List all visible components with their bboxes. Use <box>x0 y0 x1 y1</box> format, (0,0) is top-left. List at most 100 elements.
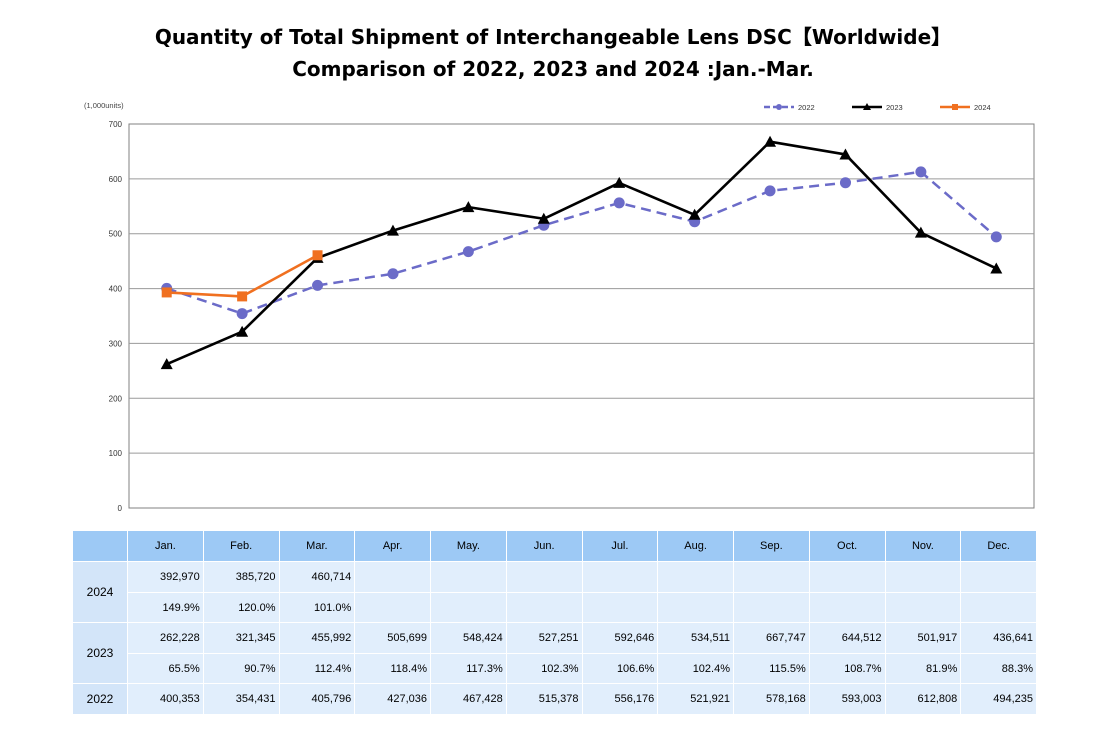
series-line-2022 <box>166 170 998 315</box>
data-point-2022 <box>764 185 776 197</box>
table-cell: 81.9% <box>884 653 962 684</box>
series-line-2023 <box>166 140 997 366</box>
table-cell: 521,921 <box>657 683 734 715</box>
table-row-2022-values: 2022 400,353 354,431 405,796 427,036 467… <box>72 683 1037 715</box>
data-point-2022 <box>462 246 474 258</box>
data-point-2023 <box>688 208 701 220</box>
data-point-2022 <box>915 166 927 178</box>
table-cell: 106.6% <box>581 653 659 684</box>
year-label: 2023 <box>72 622 128 684</box>
table-cell <box>581 592 659 623</box>
table-row-2024-values: 2024 392,970 385,720 460,714 <box>72 561 1037 623</box>
data-point-2023 <box>613 176 626 188</box>
legend-marker-2023 <box>863 103 871 110</box>
table-cell: 102.4% <box>657 653 734 684</box>
table-cell: 612,808 <box>884 683 962 715</box>
month-header: Sep. <box>733 530 810 562</box>
data-point-2022 <box>839 177 851 189</box>
month-header: Jul. <box>581 530 659 562</box>
month-header: Jan. <box>127 530 204 562</box>
table-cell <box>884 592 962 623</box>
table-cell <box>505 592 583 623</box>
table-cell: 548,424 <box>430 622 507 654</box>
legend-marker-2024 <box>952 104 958 110</box>
data-point-2023 <box>386 224 399 236</box>
table-cell: 427,036 <box>354 683 431 715</box>
shipment-table: Jan. Feb. Mar. Apr. May. Jun. Jul. Aug. … <box>72 530 1037 715</box>
chart-title-line1: Quantity of Total Shipment of Interchang… <box>154 25 952 49</box>
y-tick-label: 500 <box>109 230 123 239</box>
month-header: Mar. <box>278 530 356 562</box>
table-cell: 593,003 <box>808 683 886 715</box>
data-point-2023 <box>764 135 777 147</box>
month-header: May. <box>430 530 507 562</box>
data-point-2023 <box>160 358 173 370</box>
data-point-2022 <box>990 231 1002 243</box>
table-cell: 501,917 <box>884 622 962 654</box>
table-header-row: Jan. Feb. Mar. Apr. May. Jun. Jul. Aug. … <box>72 530 1037 562</box>
table-cell: 460,714 <box>278 561 356 593</box>
data-point-2022 <box>387 268 399 280</box>
month-header: Aug. <box>657 530 734 562</box>
table-cell: 527,251 <box>505 622 583 654</box>
table-cell: 117.3% <box>430 653 507 684</box>
month-header: Nov. <box>884 530 962 562</box>
table-cell <box>960 592 1037 623</box>
table-cell: 534,511 <box>657 622 734 654</box>
data-point-2023 <box>990 262 1003 274</box>
table-cell: 467,428 <box>430 683 507 715</box>
table-cell: 436,641 <box>960 622 1037 654</box>
y-tick-label: 0 <box>118 504 123 513</box>
year-label: 2022 <box>72 683 128 715</box>
data-point-2022 <box>613 197 625 209</box>
table-cell <box>354 592 431 623</box>
table-cell <box>581 561 659 593</box>
table-cell: 101.0% <box>278 592 356 623</box>
table-row-2023-values: 2023 262,228 321,345 455,992 505,699 548… <box>72 622 1037 684</box>
month-header: Feb. <box>202 530 280 562</box>
y-tick-label: 600 <box>109 175 123 184</box>
table-cell: 556,176 <box>581 683 659 715</box>
chart-title-line2: Comparison of 2022, 2023 and 2024 :Jan.-… <box>292 57 814 81</box>
table-cell: 515,378 <box>505 683 583 715</box>
table-cell: 455,992 <box>278 622 356 654</box>
data-point-2023 <box>462 201 475 213</box>
table-cell <box>733 592 810 623</box>
table-cell: 354,431 <box>202 683 280 715</box>
y-tick-label: 700 <box>109 120 123 129</box>
table-cell: 112.4% <box>278 653 356 684</box>
table-cell: 667,747 <box>733 622 810 654</box>
year-label: 2024 <box>72 561 128 623</box>
data-point-2023 <box>914 226 927 238</box>
table-row-2024-pct: 149.9% 120.0% 101.0% <box>73 592 1037 623</box>
table-cell: 385,720 <box>202 561 280 593</box>
data-point-2023 <box>537 212 550 224</box>
data-point-2024 <box>237 291 248 302</box>
table-cell: 644,512 <box>808 622 886 654</box>
line-chart: 0 100 200 300 400 500 600 700 (1,000units) 2022 20… <box>84 101 1035 513</box>
data-point-2024 <box>312 250 323 261</box>
table-cell: 120.0% <box>202 592 280 623</box>
table-cell: 118.4% <box>354 653 431 684</box>
table-row-2023-pct: 65.5% 90.7% 112.4% 118.4% 117.3% 102.3% … <box>73 653 1037 684</box>
table-cell <box>733 561 810 593</box>
legend-label: 2024 <box>974 103 991 112</box>
data-point-2022 <box>236 308 248 320</box>
y-unit-label: (1,000units) <box>84 101 124 110</box>
table-cell: 321,345 <box>202 622 280 654</box>
table-cell: 405,796 <box>278 683 356 715</box>
data-point-2022 <box>312 279 324 291</box>
table-cell: 505,699 <box>354 622 431 654</box>
table-cell: 592,646 <box>581 622 659 654</box>
month-header: Oct. <box>808 530 886 562</box>
table-cell <box>808 592 886 623</box>
table-cell <box>430 561 507 593</box>
table-cell: 115.5% <box>733 653 810 684</box>
month-header: Jun. <box>505 530 583 562</box>
table-cell: 90.7% <box>202 653 280 684</box>
plot-area <box>128 123 1035 509</box>
table-cell <box>884 561 962 593</box>
y-tick-label: 400 <box>109 285 123 294</box>
table-cell: 262,228 <box>127 622 204 654</box>
y-tick-label: 300 <box>109 339 123 348</box>
